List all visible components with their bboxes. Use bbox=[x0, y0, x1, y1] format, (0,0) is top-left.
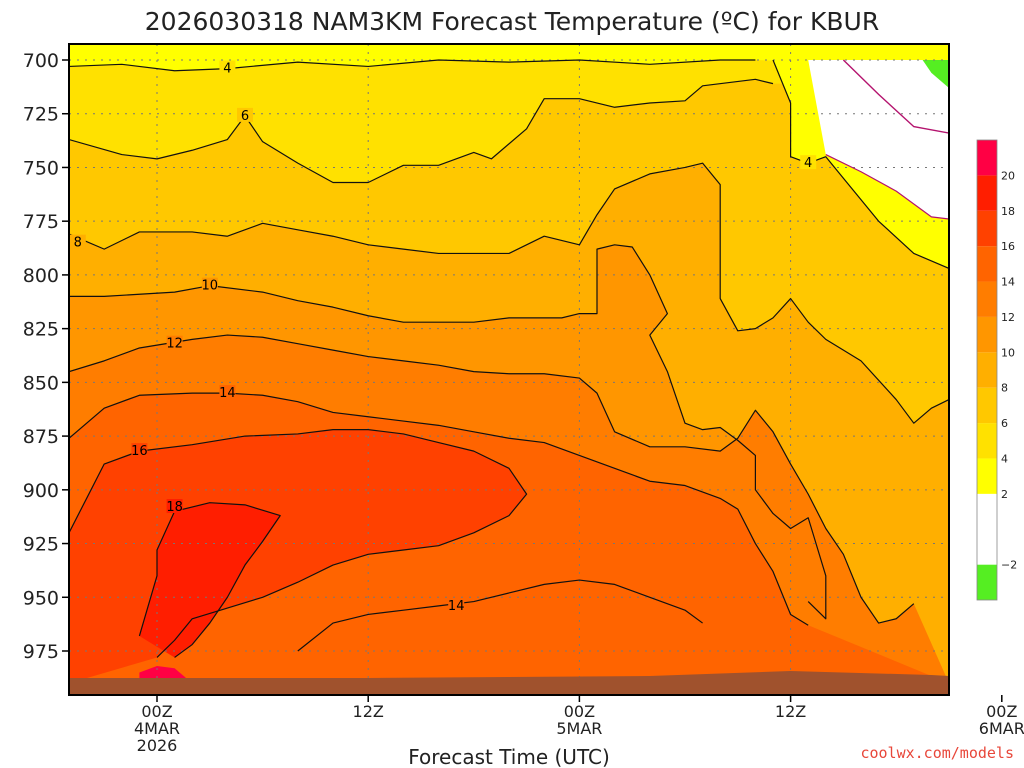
contour-line-16 bbox=[69, 429, 528, 658]
y-tick-label: 775 bbox=[23, 211, 59, 233]
contour-label: 8 bbox=[74, 236, 82, 251]
contour-label: 18 bbox=[166, 500, 183, 515]
y-tick-label: 850 bbox=[23, 372, 59, 394]
contour-line-10 bbox=[69, 244, 827, 620]
colorbar-tick-label: 20 bbox=[1001, 169, 1015, 182]
colorbar-tick-label: −2 bbox=[1001, 559, 1017, 572]
y-tick-label: 900 bbox=[23, 480, 59, 502]
contour-line-2 bbox=[825, 154, 949, 220]
chart-title: 2026030318 NAM3KM Forecast Temperature (… bbox=[145, 7, 879, 36]
colorbar-swatch bbox=[977, 564, 997, 600]
contour-label: 6 bbox=[241, 109, 249, 124]
colorbar-swatch bbox=[977, 458, 997, 494]
contour-line-4 bbox=[772, 59, 949, 270]
colorbar-tick-label: 18 bbox=[1001, 205, 1015, 218]
contour-line-12 bbox=[69, 334, 915, 624]
y-tick-label: 750 bbox=[23, 157, 59, 179]
contour-label-bg bbox=[201, 277, 218, 292]
colorbar-tick-label: 4 bbox=[1001, 452, 1008, 465]
x-tick-label: 12Z bbox=[775, 702, 806, 721]
colorbar-legend: −2 2 4 6 8 10 12 14 16 18 20 bbox=[976, 139, 1017, 601]
temperature-bands bbox=[69, 44, 1024, 695]
x-tick-label: 5MAR bbox=[556, 719, 602, 738]
x-tick-label: 2026 bbox=[137, 736, 178, 755]
contour-line-0 bbox=[842, 59, 949, 134]
colorbar-tick-label: 8 bbox=[1001, 382, 1008, 395]
contour-label-bg bbox=[219, 385, 236, 400]
contour-line-18 bbox=[138, 502, 281, 658]
colorbar-tick-label: 16 bbox=[1001, 240, 1015, 253]
x-tick-label: 4MAR bbox=[134, 719, 180, 738]
region-0 bbox=[922, 60, 949, 88]
source-credit: coolwx.com/models bbox=[860, 744, 1014, 762]
colorbar-tick-label: 6 bbox=[1001, 417, 1008, 430]
y-tick-label: 800 bbox=[23, 265, 59, 287]
contour-label: 16 bbox=[131, 444, 148, 459]
contour-label-bg bbox=[131, 443, 148, 458]
x-tick-label: 00Z bbox=[564, 702, 595, 721]
y-tick-label: 700 bbox=[23, 50, 59, 72]
x-tick-label: 00Z bbox=[141, 702, 172, 721]
contour-label-bg bbox=[166, 335, 183, 350]
colorbar-swatch bbox=[977, 493, 997, 565]
contour-label: 12 bbox=[166, 337, 183, 352]
contour-label: 10 bbox=[202, 279, 219, 294]
x-tick-label: 6MAR bbox=[979, 719, 1024, 738]
region-2 bbox=[1002, 668, 1024, 683]
y-tick-label: 875 bbox=[23, 426, 59, 448]
y-axis: 700 725 750 775 800 825 850 875 900 925 950 975 bbox=[23, 50, 69, 663]
contour-line-4 bbox=[69, 59, 756, 72]
y-tick-label: 925 bbox=[23, 534, 59, 556]
colorbar-tick-label: 14 bbox=[1001, 276, 1015, 289]
y-tick-label: 725 bbox=[23, 104, 59, 126]
contour-label-bg bbox=[448, 597, 465, 612]
colorbar-swatch bbox=[977, 210, 997, 247]
colorbar-swatch bbox=[977, 140, 997, 176]
colorbar-swatch bbox=[977, 281, 997, 317]
contour-label-bg bbox=[800, 155, 817, 170]
plot-frame bbox=[68, 43, 950, 696]
contour-line-6 bbox=[69, 78, 774, 184]
terrain-ground bbox=[69, 671, 949, 695]
colorbar-tick-label: 10 bbox=[1001, 346, 1015, 359]
colorbar-swatch bbox=[977, 246, 997, 282]
contour-line-14 bbox=[297, 579, 703, 652]
x-tick-label: 00Z bbox=[986, 702, 1017, 721]
colorbar-swatch bbox=[977, 175, 997, 211]
contour-label: 14 bbox=[219, 386, 236, 401]
x-axis-label: Forecast Time (UTC) bbox=[408, 745, 610, 768]
colorbar-tick-label: 2 bbox=[1001, 488, 1008, 501]
contour-line-8 bbox=[69, 162, 949, 424]
contour-label: 4 bbox=[804, 156, 812, 171]
contour-label-bg bbox=[69, 234, 86, 249]
y-tick-label: 975 bbox=[23, 641, 59, 663]
colorbar-swatch bbox=[977, 387, 997, 424]
grid-lines bbox=[69, 44, 949, 695]
colorbar-swatch bbox=[977, 423, 997, 459]
colorbar-frame bbox=[976, 139, 998, 601]
colorbar-swatch bbox=[977, 316, 997, 353]
contour-label-bg bbox=[166, 499, 183, 514]
y-tick-label: 950 bbox=[23, 587, 59, 609]
band-below-2 bbox=[808, 60, 949, 220]
ground-fill bbox=[69, 671, 949, 695]
band-18-20 bbox=[139, 502, 281, 658]
contour-lines: 46810121414161824 bbox=[69, 59, 949, 658]
contour-label: 14 bbox=[448, 599, 465, 614]
colorbar-swatch bbox=[977, 352, 997, 388]
contour-label: 4 bbox=[223, 62, 231, 77]
x-tick-label: 12Z bbox=[353, 702, 384, 721]
y-tick-label: 825 bbox=[23, 319, 59, 341]
colorbar-tick-label: 12 bbox=[1001, 311, 1015, 324]
contour-label-bg bbox=[237, 107, 253, 122]
contour-label-bg bbox=[219, 60, 236, 75]
plot-area: 4 6 8 10 12 14 14 16 18 2 4 bbox=[69, 44, 1024, 695]
